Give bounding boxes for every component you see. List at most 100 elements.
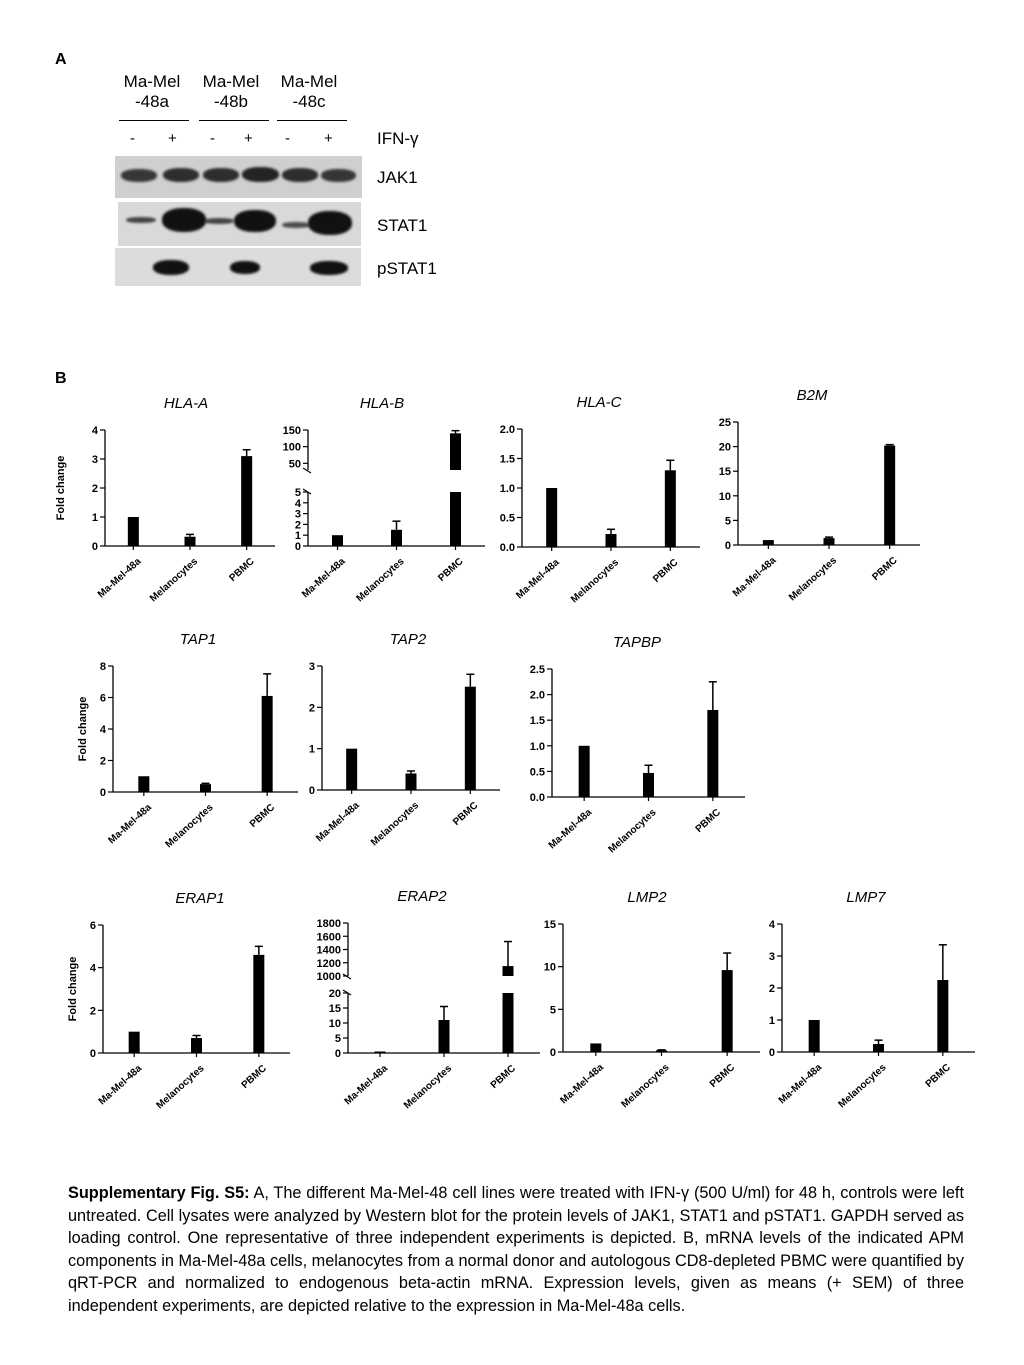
y-tick-label: 0.0	[500, 542, 515, 554]
y-tick-label: 0.5	[500, 513, 515, 525]
blot-band	[321, 169, 356, 182]
treatment-sign: +	[168, 130, 177, 147]
jak1-label: JAK1	[377, 168, 418, 187]
panel-b-letter: B	[55, 370, 67, 387]
x-tick-label: Melanocytes	[155, 1063, 207, 1112]
x-tick-label: Melanocytes	[620, 1062, 672, 1111]
x-tick-label: Melanocytes	[369, 800, 421, 849]
chart-title: LMP2	[627, 889, 667, 906]
y-tick-label: 0	[335, 1048, 341, 1060]
chart-title: TAP2	[390, 631, 427, 648]
y-tick-label: 2.0	[500, 424, 515, 436]
y-tick-label: 0.5	[530, 766, 545, 778]
y-tick-label: 1	[309, 744, 315, 756]
y-tick-label: 100	[283, 442, 301, 454]
y-tick-label: 2	[90, 1005, 96, 1017]
x-tick-label: Ma-Mel-48a	[547, 807, 595, 852]
x-tick-label: PBMC	[694, 807, 723, 835]
bar	[138, 776, 150, 792]
x-tick-label: PBMC	[651, 557, 680, 585]
y-tick-label: 3	[92, 454, 98, 466]
blot-band	[121, 169, 157, 182]
x-tick-label: Ma-Mel-48a	[96, 556, 144, 601]
y-tick-label: 1800	[317, 918, 341, 930]
x-tick-label: Ma-Mel-48a	[731, 555, 779, 600]
y-tick-label: 6	[90, 920, 96, 932]
bar	[261, 695, 273, 792]
x-tick-label: Melanocytes	[569, 557, 621, 606]
bar	[762, 540, 774, 545]
bar	[808, 1020, 820, 1052]
x-tick-label: PBMC	[436, 556, 465, 584]
y-tick-label: 2.0	[530, 690, 545, 702]
x-tick-label: PBMC	[451, 800, 480, 828]
y-tick-label: 1000	[317, 971, 341, 983]
bar	[502, 993, 514, 1053]
bar	[127, 517, 139, 546]
cell-line-label-48b: Ma-Mel -48b	[202, 72, 260, 111]
x-tick-label: Ma-Mel-48a	[314, 800, 362, 845]
blot-band	[204, 218, 234, 224]
blot-band	[310, 261, 348, 275]
x-tick-label: PBMC	[870, 555, 899, 583]
blot-band	[153, 260, 189, 275]
x-tick-label: Melanocytes	[355, 556, 407, 605]
y-axis-label: Fold change	[55, 456, 67, 521]
y-tick-label: 1	[295, 530, 301, 542]
blot-band	[308, 211, 352, 235]
x-tick-label: PBMC	[248, 802, 277, 830]
y-tick-label: 0	[295, 541, 301, 553]
x-tick-label: Ma-Mel-48a	[97, 1063, 145, 1108]
y-tick-label: 15	[544, 919, 556, 931]
x-tick-label: Ma-Mel-48a	[343, 1063, 391, 1108]
chart-title: TAP1	[180, 631, 216, 648]
x-tick-label: Melanocytes	[402, 1063, 454, 1112]
treatment-sign: -	[130, 130, 135, 147]
stat1-label: STAT1	[377, 216, 428, 235]
y-tick-label: 4	[92, 425, 99, 437]
y-tick-label: 3	[769, 951, 775, 963]
blot-band	[163, 168, 199, 182]
stat1-blot	[118, 202, 361, 246]
x-tick-label: Ma-Mel-48a	[300, 556, 348, 601]
x-tick-label: PBMC	[924, 1062, 953, 1090]
x-tick-label: PBMC	[227, 556, 256, 584]
axis-break-mark	[302, 467, 312, 474]
bar	[578, 745, 590, 797]
x-tick-label: Melanocytes	[148, 556, 200, 605]
x-tick-label: PBMC	[708, 1062, 737, 1090]
x-tick-label: Ma-Mel-48a	[777, 1062, 825, 1107]
bar	[664, 470, 676, 547]
panel-a-letter: A	[55, 51, 67, 68]
y-tick-label: 1200	[317, 958, 341, 970]
treatment-sign: -	[210, 130, 215, 147]
bar	[200, 784, 211, 792]
x-tick-label: PBMC	[489, 1063, 518, 1091]
bar	[707, 709, 719, 797]
cell-line-label-48a: Ma-Mel -48a	[123, 72, 181, 111]
bar	[873, 1044, 884, 1052]
bar	[405, 773, 417, 790]
bar	[450, 492, 461, 546]
blot-band	[242, 167, 279, 182]
y-tick-label: 1.0	[530, 741, 545, 753]
blot-band	[282, 168, 318, 182]
y-tick-label: 25	[719, 417, 731, 429]
bar	[605, 534, 617, 547]
blot-band	[282, 222, 310, 228]
chart-title: ERAP2	[397, 888, 447, 905]
cell-line-label-48c: Ma-Mel -48c	[280, 72, 338, 111]
bar	[438, 1020, 450, 1053]
y-tick-label: 2	[769, 983, 775, 995]
x-tick-label: Melanocytes	[607, 807, 659, 856]
y-tick-label: 1.5	[500, 454, 515, 466]
chart-title: HLA-C	[576, 394, 621, 411]
y-tick-label: 4	[100, 724, 107, 736]
y-tick-label: 1	[769, 1015, 775, 1027]
blot-band	[162, 208, 206, 232]
y-tick-label: 4	[90, 963, 97, 975]
y-tick-label: 3	[309, 661, 315, 673]
y-tick-label: 0	[769, 1047, 775, 1059]
y-tick-label: 0	[309, 785, 315, 797]
cell-line-divider	[277, 120, 347, 121]
